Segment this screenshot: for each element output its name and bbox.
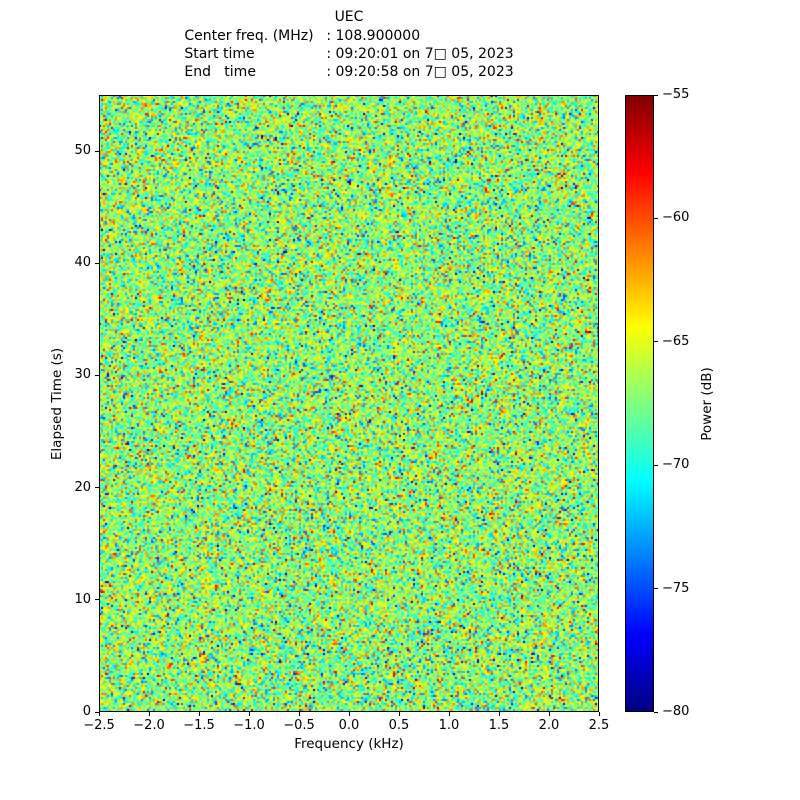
x-tick-label: 1.5 <box>488 718 510 733</box>
start-time-row: Start time : 09:20:01 on 7□ 05, 2023 <box>184 45 513 63</box>
colorbar-gradient <box>625 95 654 712</box>
x-tick-mark <box>448 712 450 716</box>
x-tick-label: −0.5 <box>283 718 315 733</box>
colorbar-tick-label: −55 <box>662 87 690 102</box>
y-tick-label: 30 <box>74 367 91 383</box>
start-time-value: : 09:20:01 on 7□ 05, 2023 <box>326 46 514 62</box>
x-tick-mark <box>98 712 100 716</box>
spectrogram-heatmap <box>99 95 599 712</box>
x-tick-mark <box>348 712 350 716</box>
end-time-value: : 09:20:58 on 7□ 05, 2023 <box>326 64 514 80</box>
header-info-block: Center freq. (MHz) : 108.900000 Start tim… <box>184 27 513 81</box>
x-tick-mark <box>148 712 150 716</box>
x-axis-label: Frequency (kHz) <box>294 736 404 752</box>
y-tick-label: 20 <box>74 479 91 495</box>
center-freq-label: Center freq. (MHz) <box>184 28 314 44</box>
y-tick-mark <box>95 711 99 713</box>
figure-title: UEC <box>334 9 364 25</box>
y-tick-label: 10 <box>74 591 91 607</box>
y-tick-mark <box>95 599 99 601</box>
x-tick-label: 0.5 <box>388 718 410 733</box>
x-tick-label: 2.5 <box>588 718 610 733</box>
colorbar-tick-label: −65 <box>662 333 690 349</box>
x-tick-label: −1.5 <box>183 718 215 733</box>
center-freq-value: : 108.900000 <box>326 28 421 44</box>
colorbar-tick-mark <box>654 711 658 713</box>
x-tick-mark <box>248 712 250 716</box>
x-tick-mark <box>498 712 500 716</box>
y-tick-mark <box>95 262 99 264</box>
end-time-label: End time <box>184 64 256 80</box>
y-tick-label: 50 <box>74 143 91 159</box>
x-tick-mark <box>398 712 400 716</box>
x-tick-mark <box>598 712 600 716</box>
colorbar-tick-label: −80 <box>662 704 690 719</box>
colorbar-tick-label: −75 <box>662 580 690 596</box>
colorbar-tick-mark <box>654 94 658 96</box>
x-tick-label: −2.0 <box>133 718 165 733</box>
start-time-label: Start time <box>184 46 255 62</box>
colorbar-tick-label: −70 <box>662 457 690 473</box>
colorbar-tick-mark <box>654 217 658 219</box>
x-tick-label: 0.0 <box>338 718 360 733</box>
end-time-row: End time : 09:20:58 on 7□ 05, 2023 <box>184 63 513 81</box>
y-tick-label: 0 <box>82 704 91 719</box>
y-tick-mark <box>95 374 99 376</box>
colorbar-tick-mark <box>654 341 658 343</box>
colorbar-tick-mark <box>654 464 658 466</box>
y-axis-label: Elapsed Time (s) <box>49 347 65 461</box>
x-tick-label: 1.0 <box>438 718 460 733</box>
center-freq-row: Center freq. (MHz) : 108.900000 <box>184 27 513 45</box>
y-tick-label: 40 <box>74 255 91 271</box>
x-tick-mark <box>548 712 550 716</box>
x-tick-label: −1.0 <box>233 718 265 733</box>
x-tick-mark <box>298 712 300 716</box>
colorbar-axis-label: Power (dB) <box>699 367 715 441</box>
figure-header: UEC Center freq. (MHz) : 108.900000 Start… <box>99 8 599 81</box>
y-tick-mark <box>95 150 99 152</box>
colorbar-tick-mark <box>654 588 658 590</box>
x-tick-label: −2.5 <box>83 718 115 733</box>
x-tick-mark <box>198 712 200 716</box>
y-tick-mark <box>95 487 99 489</box>
x-tick-label: 2.0 <box>538 718 560 733</box>
colorbar-tick-label: −60 <box>662 210 690 226</box>
